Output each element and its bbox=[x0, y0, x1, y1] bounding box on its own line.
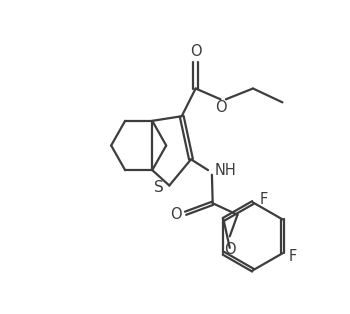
Text: S: S bbox=[154, 180, 164, 195]
Text: O: O bbox=[224, 242, 236, 257]
Text: NH: NH bbox=[214, 163, 236, 178]
Text: O: O bbox=[170, 207, 182, 222]
Text: O: O bbox=[215, 100, 226, 115]
Text: O: O bbox=[190, 44, 202, 59]
Text: F: F bbox=[259, 192, 267, 207]
Text: F: F bbox=[289, 249, 297, 264]
